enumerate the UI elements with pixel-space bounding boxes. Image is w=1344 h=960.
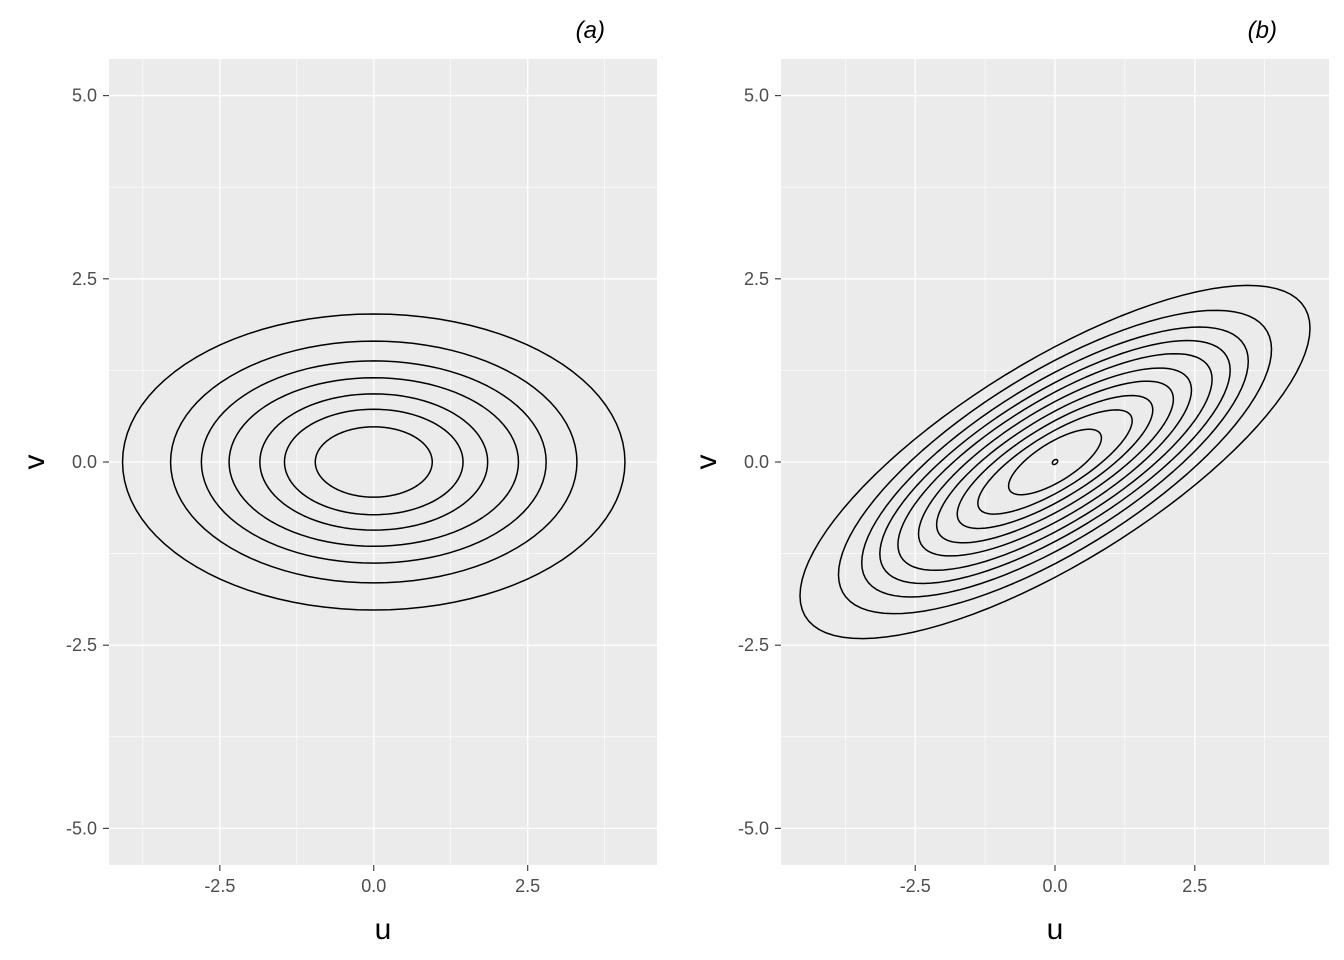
contour-line-level-1 xyxy=(314,426,434,498)
x-tick-label: 2.5 xyxy=(1182,876,1207,896)
contour-line-level-7 xyxy=(121,313,626,611)
contour-line-level-3 xyxy=(259,393,489,531)
x-tick-label: 2.5 xyxy=(515,876,540,896)
y-tick-label: 5.0 xyxy=(744,86,769,106)
panel-b: -2.5 0.0 2.5 -5.0 -2.5 0.0 2.5 5.0 (b) u v xyxy=(690,17,1329,946)
contour-line-level-10 xyxy=(837,309,1273,615)
panel-b-title: (b) xyxy=(1248,17,1277,44)
panel-b-major-grid xyxy=(781,59,1329,865)
panel-a: -2.5 0.0 2.5 -5.0 -2.5 0.0 2.5 5.0 (a) u v xyxy=(18,17,657,946)
y-tick-label: 2.5 xyxy=(744,269,769,289)
contour-line-level-9 xyxy=(860,326,1250,598)
contour-line-level-4 xyxy=(228,376,520,548)
contour-line-level-3 xyxy=(977,409,1133,515)
contour-line-level-2 xyxy=(283,408,464,516)
x-tick-label: 0.0 xyxy=(361,876,386,896)
x-tick-label: 0.0 xyxy=(1042,876,1067,896)
panel-a-major-grid xyxy=(109,59,657,865)
contour-line-level-6 xyxy=(169,340,578,584)
y-tick-label: 5.0 xyxy=(72,86,97,106)
panel-b-contours xyxy=(799,284,1311,640)
panel-a-contours xyxy=(121,313,626,611)
y-tick-label: 0.0 xyxy=(72,452,97,472)
y-tick-label: -5.0 xyxy=(66,818,97,838)
panel-a-ticks: -2.5 0.0 2.5 -5.0 -2.5 0.0 2.5 5.0 xyxy=(66,86,540,896)
x-tick-label: -2.5 xyxy=(204,876,235,896)
y-tick-label: 2.5 xyxy=(72,269,97,289)
contour-line-level-5 xyxy=(200,360,547,564)
y-tick-label: 0.0 xyxy=(744,452,769,472)
contour-line-level-11 xyxy=(799,284,1311,640)
panel-a-y-axis-title: v xyxy=(18,455,51,470)
contour-line-level-2 xyxy=(1007,428,1103,496)
panel-a-title: (a) xyxy=(576,17,605,44)
contour-line-level-6 xyxy=(917,367,1193,557)
contour-line-level-7 xyxy=(897,352,1213,572)
contour-line-level-1 xyxy=(1051,458,1059,466)
panel-b-ticks: -2.5 0.0 2.5 -5.0 -2.5 0.0 2.5 5.0 xyxy=(738,86,1207,896)
contour-line-level-5 xyxy=(935,380,1175,544)
panel-a-x-axis-title: u xyxy=(375,913,392,946)
y-tick-label: -2.5 xyxy=(738,635,769,655)
panel-b-x-axis-title: u xyxy=(1047,913,1064,946)
y-tick-label: -2.5 xyxy=(66,635,97,655)
panel-b-y-axis-title: v xyxy=(690,455,723,470)
contour-line-level-4 xyxy=(956,394,1154,530)
y-tick-label: -5.0 xyxy=(738,818,769,838)
contour-line-level-8 xyxy=(879,339,1231,585)
x-tick-label: -2.5 xyxy=(900,876,931,896)
